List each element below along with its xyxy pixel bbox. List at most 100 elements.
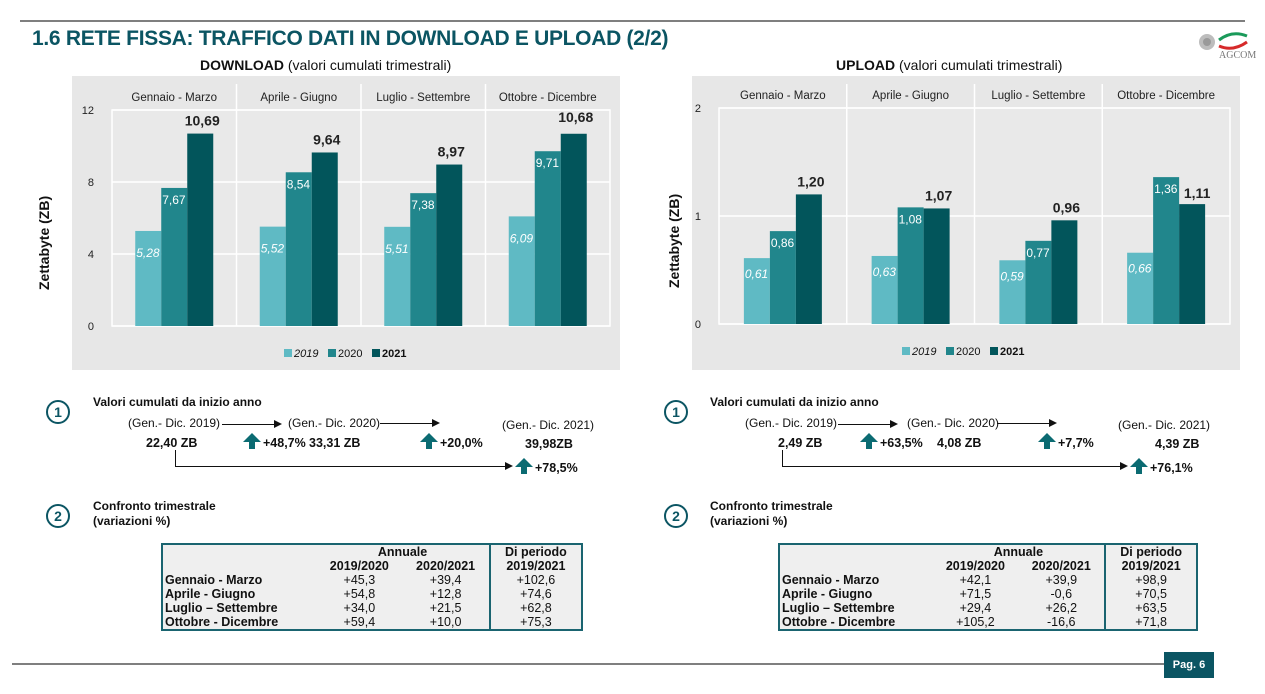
arrow-up-icon <box>1038 433 1056 449</box>
legend-swatch-2019 <box>902 347 910 355</box>
category-label: Gennaio - Marzo <box>740 90 826 102</box>
data-label-2021: 8,97 <box>438 144 465 160</box>
upload-y-axis-label: Zettabyte (ZB) <box>666 193 682 288</box>
bar-2021 <box>923 208 950 324</box>
legend-label-2021: 2021 <box>382 348 406 360</box>
legend-label-2019: 2019 <box>293 348 318 360</box>
bar-2019 <box>999 260 1026 324</box>
legend-swatch-2021 <box>990 347 998 355</box>
table-row: Ottobre - Dicembre +105,2 -16,6 +71,8 <box>779 615 1197 630</box>
upload-value-2020: 4,08 ZB <box>937 436 982 450</box>
download-growth-total: +78,5% <box>535 461 578 475</box>
category-label: Aprile - Giugno <box>872 90 949 102</box>
data-label-2019: 0,61 <box>745 267 768 281</box>
section-2-badge: 2 <box>46 504 70 528</box>
category-label: Aprile - Giugno <box>260 92 337 104</box>
download-value-2021: 39,98ZB <box>525 437 573 451</box>
arrow-up-icon <box>1130 458 1148 474</box>
arrow-right-icon <box>1049 419 1057 427</box>
arrow-right-icon <box>890 420 898 428</box>
download-cumulative-title: Valori cumulati da inizio anno <box>93 395 262 409</box>
category-label: Luglio - Settembre <box>376 92 470 104</box>
y-tick-label: 12 <box>82 105 94 117</box>
arrow-line <box>222 424 274 425</box>
col-header: 2020/2021 <box>1031 559 1091 573</box>
arrow-right-icon <box>505 462 513 470</box>
arrow-right-icon <box>274 420 282 428</box>
download-period-2021: (Gen.- Dic. 2021) <box>502 418 595 432</box>
data-label-2021: 10,69 <box>185 113 220 129</box>
download-growth-2020: +48,7% <box>263 436 306 450</box>
y-tick-label: 8 <box>88 177 94 189</box>
data-label-2021: 10,68 <box>558 109 593 125</box>
legend-label-2020: 2020 <box>956 346 980 358</box>
data-label-2020: 8,54 <box>287 177 311 191</box>
group-header-period: Di periodo <box>488 544 582 559</box>
bar-2021 <box>1051 220 1078 324</box>
legend-label-2021: 2021 <box>1000 346 1024 358</box>
y-tick-label: 2 <box>695 103 701 115</box>
data-label-2019: 5,28 <box>136 246 160 260</box>
y-tick-label: 0 <box>88 321 94 333</box>
bar-2020 <box>769 231 796 324</box>
arrow-up-icon <box>243 433 261 449</box>
bottom-rule <box>12 663 1172 665</box>
bar-2021 <box>311 152 338 326</box>
y-tick-label: 0 <box>695 319 701 331</box>
section-1-badge: 1 <box>664 400 688 424</box>
group-header-period: Di periodo <box>1104 544 1197 559</box>
legend-swatch-2020 <box>328 349 336 357</box>
data-label-2019: 0,63 <box>873 265 897 279</box>
col-header: 2019/2021 <box>488 559 582 573</box>
arrow-right-icon <box>1120 462 1128 470</box>
download-period-2020: (Gen.- Dic. 2020) <box>288 416 381 430</box>
download-growth-2021: +20,0% <box>440 436 483 450</box>
upload-chart: 0 1 2 Gennaio - Marzo Aprile - Giugno Luglio … <box>692 76 1240 370</box>
bar-2020 <box>285 172 312 326</box>
table-row: Aprile - Giugno +71,5 -0,6 +70,5 <box>779 587 1197 601</box>
legend-swatch-2021 <box>372 349 380 357</box>
upload-cumulative-title: Valori cumulati da inizio anno <box>710 395 879 409</box>
page-title: 1.6 RETE FISSA: TRAFFICO DATI IN DOWNLOA… <box>32 27 669 50</box>
group-header-annual: Annuale <box>377 545 428 559</box>
category-label: Luglio - Settembre <box>991 90 1085 102</box>
col-header: 2019/2020 <box>945 559 1005 573</box>
data-label-2020: 7,38 <box>411 198 435 212</box>
top-rule <box>20 20 1245 22</box>
upload-period-2021: (Gen.- Dic. 2021) <box>1118 418 1211 432</box>
bar-2019 <box>871 255 898 324</box>
arrow-line <box>838 424 890 425</box>
emblem-icon <box>1199 32 1248 50</box>
category-label: Ottobre - Dicembre <box>1117 90 1215 102</box>
upload-period-2020: (Gen.- Dic. 2020) <box>907 416 1000 430</box>
download-period-2019: (Gen.- Dic. 2019) <box>128 416 221 430</box>
arrow-line <box>380 423 432 424</box>
col-header: 2019/2021 <box>1104 559 1197 573</box>
connector-line <box>175 450 176 466</box>
data-label-2020: 7,67 <box>162 193 186 207</box>
upload-value-2021: 4,39 ZB <box>1155 437 1200 451</box>
bar-2019 <box>1127 252 1154 324</box>
legend-swatch-2019 <box>284 349 292 357</box>
bar-2019 <box>384 226 411 326</box>
table-row: Aprile - Giugno +54,8 +12,8 +74,6 <box>162 587 582 601</box>
table-row: Ottobre - Dicembre +59,4 +10,0 +75,3 <box>162 615 582 630</box>
arrow-line <box>782 466 1120 467</box>
arrow-up-icon <box>515 458 533 474</box>
download-chart: 0 4 8 12 Gennaio - Marzo Aprile - Giugno Lugli… <box>72 76 620 370</box>
bar-2019 <box>743 258 770 324</box>
upload-comparison-table: Annuale Di periodo 2019/2020 2020/2021 2… <box>778 543 1198 631</box>
agcom-logo: AGCOM <box>1197 28 1256 62</box>
data-label-2021: 1,20 <box>797 173 824 189</box>
download-comparison-table: Annuale Di periodo 2019/2020 2020/2021 2… <box>161 543 583 631</box>
group-header-annual: Annuale <box>993 545 1044 559</box>
data-label-2019: 5,51 <box>385 242 408 256</box>
bar-2021 <box>436 164 463 326</box>
y-tick-label: 4 <box>88 249 94 261</box>
data-label-2020: 1,08 <box>899 212 923 226</box>
bar-2020 <box>534 151 561 326</box>
data-label-2021: 1,11 <box>1184 185 1211 201</box>
bar-2020 <box>161 187 188 326</box>
connector-line <box>782 450 783 466</box>
upload-value-2019: 2,49 ZB <box>778 436 823 450</box>
